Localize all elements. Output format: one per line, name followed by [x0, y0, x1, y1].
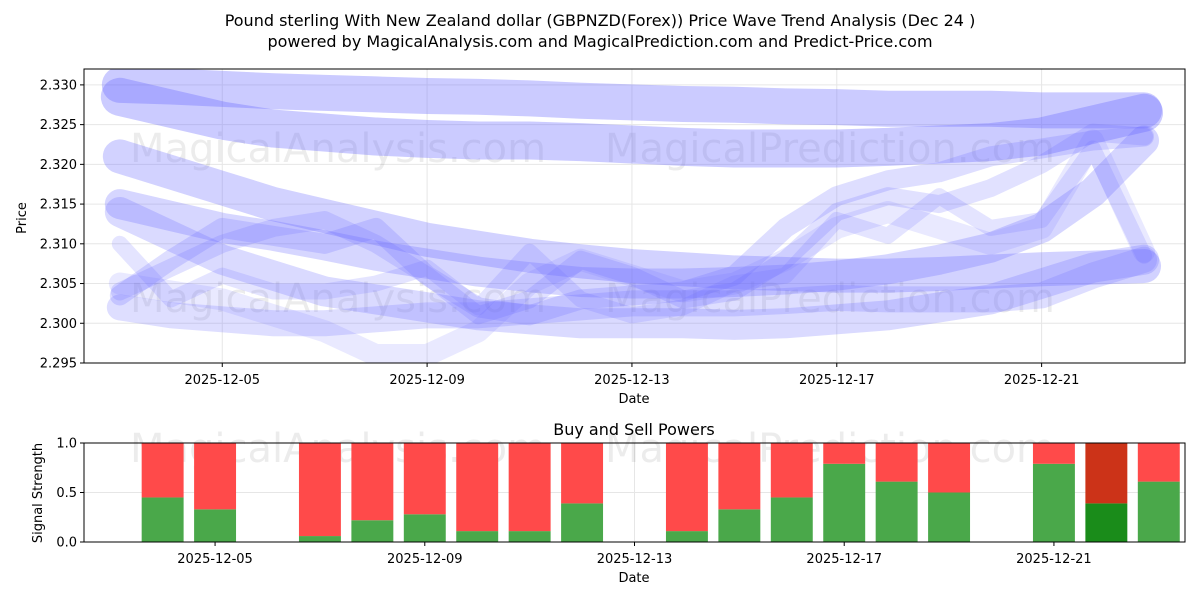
sell-power-bar: [508, 443, 551, 532]
sell-power-bar: [1032, 443, 1075, 464]
buy-power-bar: [508, 531, 551, 542]
sell-power-bar: [403, 443, 446, 515]
price-y-axis: 2.295 2.300 2.305 2.310 2.315 2.320 2.325 2.330: [40, 78, 84, 372]
sell-power-bar: [665, 443, 708, 532]
sell-power-bar: [928, 443, 971, 493]
price-wave-line: [102, 139, 1162, 293]
buy-power-bar: [1137, 481, 1180, 542]
buy-power-bar: [351, 520, 394, 542]
power-x-tick-label: 2025-12-21: [1016, 552, 1092, 567]
price-y-label: Price: [15, 202, 30, 234]
power-chart: Buy and Sell Powers MagicalAnalysis.com …: [31, 420, 1186, 586]
watermark-prediction-top: MagicalPrediction.com: [605, 126, 1055, 172]
price-x-tick-label: 2025-12-13: [594, 373, 670, 388]
price-watermarks: MagicalAnalysis.com MagicalPrediction.co…: [130, 126, 1055, 322]
buy-power-bar: [718, 509, 761, 542]
power-x-tick-label: 2025-12-05: [177, 552, 253, 567]
price-y-tick-label: 2.320: [40, 158, 77, 173]
buy-power-bar: [1032, 463, 1075, 542]
price-x-tick-label: 2025-12-09: [389, 373, 465, 388]
price-y-tick-label: 2.300: [40, 317, 77, 332]
power-y-tick-label: 0.5: [56, 486, 77, 501]
price-wave-line: [100, 77, 1164, 168]
power-chart-title: Buy and Sell Powers: [553, 420, 715, 439]
buy-power-bar: [875, 481, 918, 542]
sell-power-bar: [1085, 443, 1128, 504]
sell-power-bar: [770, 443, 813, 498]
power-x-tick-label: 2025-12-09: [387, 552, 463, 567]
sell-power-bar: [823, 443, 866, 464]
power-y-axis: 0.0 0.5 1.0: [56, 437, 84, 551]
sell-power-bar: [351, 443, 394, 521]
price-wave-line: [104, 125, 1160, 299]
price-y-tick-label: 2.315: [40, 198, 77, 213]
price-y-tick-label: 2.330: [40, 78, 77, 93]
power-x-tick-label: 2025-12-13: [597, 552, 673, 567]
price-x-tick-label: 2025-12-05: [184, 373, 260, 388]
chart-title-line1: Pound sterling With New Zealand dollar (…: [225, 11, 976, 30]
power-y-label: Signal Strength: [31, 443, 46, 543]
price-wave-line: [101, 69, 1163, 129]
watermark-analysis-mid: MagicalAnalysis.com: [130, 276, 546, 322]
power-x-axis: 2025-12-05 2025-12-09 2025-12-13 2025-12-17…: [177, 542, 1092, 567]
price-x-axis: 2025-12-05 2025-12-09 2025-12-13 2025-12-17…: [184, 363, 1079, 388]
buy-power-bar: [1085, 503, 1128, 542]
buy-power-bar: [665, 531, 708, 542]
price-y-tick-label: 2.305: [40, 277, 77, 292]
sell-power-bar: [456, 443, 499, 532]
price-wave-line: [108, 129, 1156, 363]
sell-power-bar: [194, 443, 237, 510]
buy-power-bar: [561, 503, 604, 542]
sell-power-bar: [561, 443, 604, 504]
power-bars: [141, 443, 1180, 542]
sell-power-bar: [141, 443, 184, 498]
price-wave-line: [104, 197, 1160, 340]
buy-power-bar: [456, 531, 499, 542]
price-x-tick-label: 2025-12-21: [1004, 373, 1080, 388]
buy-power-bar: [823, 463, 866, 542]
sell-power-bar: [875, 443, 918, 482]
buy-power-bar: [403, 514, 446, 542]
price-wave-line: [106, 246, 1158, 337]
price-waves: [100, 69, 1164, 363]
buy-power-bar: [194, 509, 237, 542]
price-grid: [84, 69, 1185, 364]
watermark-prediction-mid: MagicalPrediction.com: [605, 276, 1055, 322]
watermark-analysis-top: MagicalAnalysis.com: [130, 126, 546, 172]
price-y-tick-label: 2.295: [40, 357, 77, 372]
buy-power-bar: [770, 497, 813, 542]
power-x-label: Date: [618, 571, 649, 586]
price-plot-frame: [83, 68, 1186, 364]
chart-title-line2: powered by MagicalAnalysis.com and Magic…: [267, 32, 932, 51]
sell-power-bar: [718, 443, 761, 510]
buy-power-bar: [928, 492, 971, 542]
buy-power-bar: [298, 536, 341, 542]
sell-power-bar: [298, 443, 341, 537]
price-wave-line: [111, 140, 1153, 324]
buy-power-bar: [141, 497, 184, 542]
power-y-tick-label: 0.0: [56, 536, 77, 551]
price-chart: MagicalAnalysis.com MagicalPrediction.co…: [15, 68, 1186, 407]
power-x-tick-label: 2025-12-17: [806, 552, 882, 567]
sell-power-bar: [1137, 443, 1180, 482]
price-x-label: Date: [618, 392, 649, 407]
price-wave-line: [110, 123, 1154, 325]
price-y-tick-label: 2.310: [40, 237, 77, 252]
power-y-tick-label: 1.0: [56, 437, 77, 452]
price-y-tick-label: 2.325: [40, 118, 77, 133]
price-wave-line: [109, 126, 1155, 326]
price-x-tick-label: 2025-12-17: [799, 373, 875, 388]
